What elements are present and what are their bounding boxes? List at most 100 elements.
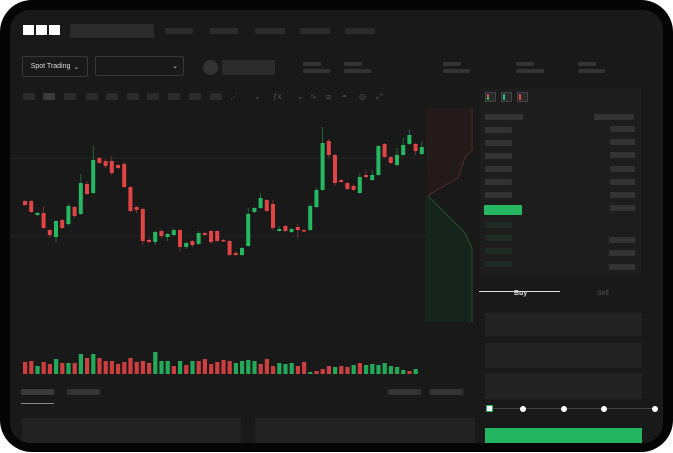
volume-bar — [295, 366, 300, 374]
okx-logo[interactable] — [23, 25, 60, 35]
candle-body — [339, 180, 344, 182]
amount-input[interactable] — [485, 343, 642, 368]
volume-bar — [23, 362, 28, 374]
volume-bar — [190, 361, 195, 374]
volume-bar — [221, 360, 226, 374]
nav-item[interactable] — [300, 28, 330, 34]
ask-amount — [610, 139, 635, 145]
chevron-down-icon: ⌄ — [73, 63, 80, 71]
candle-body — [221, 240, 226, 242]
settings-icon[interactable]: ◎ — [359, 92, 366, 101]
volume-bar — [395, 367, 400, 374]
spot-trading-dropdown[interactable]: Spot Trading ⌄ — [22, 56, 88, 77]
candle-body — [364, 175, 368, 177]
timeframe-button[interactable] — [210, 93, 222, 100]
depth-bids-area — [425, 196, 472, 322]
filter-button[interactable] — [430, 389, 463, 395]
volume-bar — [41, 362, 46, 374]
chevron-down-icon: ⌄ — [172, 63, 178, 70]
chevron-down-icon[interactable]: ⌄ — [297, 92, 304, 101]
fx-icon[interactable]: ƒx — [273, 92, 282, 101]
bid-price — [485, 235, 512, 241]
tab-sell[interactable]: Sell — [597, 290, 609, 297]
candle-body — [246, 214, 251, 246]
volume-bar — [159, 361, 164, 374]
nav-item[interactable] — [165, 28, 193, 34]
stat-label — [578, 62, 596, 66]
timeframe-button[interactable] — [43, 93, 55, 100]
volume-bar — [60, 363, 65, 374]
orderbook-both-icon[interactable] — [485, 92, 496, 102]
pair-select[interactable]: ⌄ — [95, 56, 184, 76]
bid-amount — [609, 264, 635, 270]
nav-item[interactable] — [345, 28, 375, 34]
amount-slider[interactable] — [490, 408, 656, 409]
chevron-down-icon[interactable]: ⌄ — [254, 92, 261, 101]
slider-stop-100[interactable] — [652, 406, 658, 412]
line-tool-icon[interactable]: ∿ — [310, 92, 317, 101]
volume-bar — [333, 367, 338, 374]
slider-stop-50[interactable] — [561, 406, 567, 412]
volume-bar — [302, 362, 307, 374]
search-bar[interactable] — [70, 24, 154, 38]
camera-icon[interactable]: ◓ — [342, 92, 347, 101]
ruler-icon[interactable]: ⧄ — [326, 92, 332, 101]
buy-submit-button[interactable] — [485, 428, 642, 443]
orderbook-header-amount — [594, 114, 634, 120]
timeframe-button[interactable] — [64, 93, 76, 100]
volume-bar — [357, 363, 362, 374]
timeframe-button[interactable] — [168, 93, 180, 100]
timeframe-button[interactable] — [127, 93, 139, 100]
volume-bar — [134, 362, 139, 374]
indicator-icon[interactable]: ⋰ — [230, 92, 238, 101]
volume-bar — [140, 361, 145, 374]
volume-bar — [184, 365, 189, 374]
stat-value — [443, 69, 470, 73]
stat-label — [303, 62, 321, 66]
ask-amount — [610, 152, 635, 158]
tab-buy[interactable]: Buy — [514, 290, 528, 297]
candle-body — [41, 213, 46, 228]
filter-button[interactable] — [388, 389, 421, 395]
volume-bar — [264, 359, 269, 374]
volume-bar — [351, 365, 356, 374]
candle-body — [109, 161, 114, 173]
candlestick-chart[interactable] — [10, 108, 480, 378]
ask-amount — [610, 192, 635, 198]
orderbook-bids-icon[interactable] — [501, 92, 512, 102]
candle-body — [103, 161, 108, 166]
orderbook-asks-icon[interactable] — [517, 92, 528, 102]
volume-bar — [370, 364, 375, 374]
price-input[interactable] — [485, 313, 642, 336]
candle-body — [23, 201, 27, 205]
timeframe-button[interactable] — [106, 93, 118, 100]
candle-body — [35, 213, 40, 215]
ask-price — [485, 153, 512, 159]
timeframe-button[interactable] — [86, 93, 98, 100]
stat-value — [578, 69, 605, 73]
tab-order-history[interactable] — [67, 389, 100, 395]
candle-body — [314, 190, 319, 207]
timeframe-button[interactable] — [189, 93, 201, 100]
volume-bar — [54, 359, 59, 374]
candle-body — [376, 146, 381, 175]
stat-label — [443, 62, 461, 66]
candle-body — [72, 207, 77, 216]
slider-stop-75[interactable] — [601, 406, 607, 412]
candle-body — [140, 209, 145, 241]
candle-body — [128, 187, 133, 211]
timeframe-button[interactable] — [147, 93, 159, 100]
volume-bar — [345, 367, 350, 374]
total-input[interactable] — [485, 373, 642, 399]
volume-bar — [78, 354, 83, 374]
fullscreen-icon[interactable]: ⤢ — [376, 92, 383, 101]
volume-bar — [153, 352, 158, 374]
ask-price — [485, 179, 512, 185]
nav-item[interactable] — [210, 28, 238, 34]
timeframe-button[interactable] — [23, 93, 35, 100]
tab-open-orders[interactable] — [21, 389, 54, 395]
volume-bar — [271, 366, 276, 374]
slider-stop-25[interactable] — [520, 406, 526, 412]
slider-handle[interactable] — [486, 405, 493, 412]
nav-item[interactable] — [255, 28, 285, 34]
